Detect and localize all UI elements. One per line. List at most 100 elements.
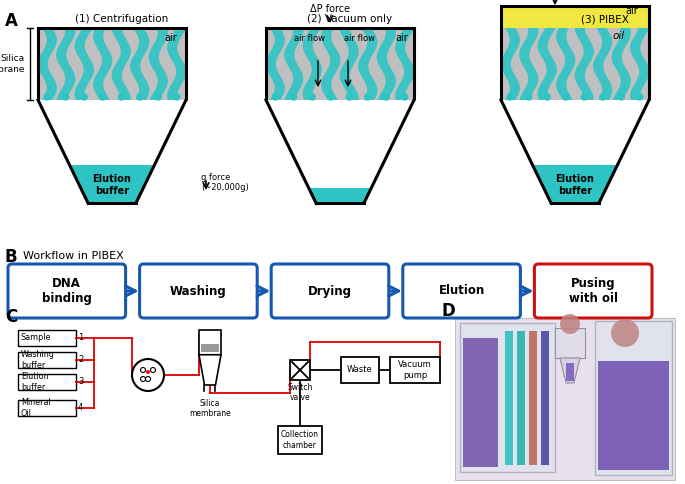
Polygon shape — [519, 28, 538, 100]
Polygon shape — [358, 28, 377, 100]
Bar — [501, 6, 649, 28]
Polygon shape — [501, 100, 649, 203]
Text: Waste: Waste — [347, 365, 373, 375]
Polygon shape — [321, 28, 340, 100]
Circle shape — [582, 94, 587, 100]
Text: Switch
valve: Switch valve — [287, 383, 312, 402]
Polygon shape — [612, 28, 631, 100]
Text: g force
(~20,000g): g force (~20,000g) — [201, 173, 249, 193]
Text: Elution
buffer: Elution buffer — [92, 174, 132, 196]
Polygon shape — [532, 165, 617, 203]
Text: (3) PIBEX: (3) PIBEX — [581, 14, 629, 24]
Circle shape — [364, 94, 371, 100]
Polygon shape — [199, 355, 221, 385]
Text: Washing
buffer: Washing buffer — [21, 350, 55, 370]
Text: Vacuum
pump: Vacuum pump — [398, 360, 432, 380]
FancyBboxPatch shape — [534, 264, 652, 318]
Polygon shape — [112, 28, 131, 100]
Bar — [266, 28, 414, 100]
Polygon shape — [284, 28, 303, 100]
Bar — [517, 331, 525, 465]
Text: 4: 4 — [78, 404, 84, 412]
Circle shape — [132, 359, 164, 391]
Circle shape — [346, 94, 352, 100]
Text: air flow: air flow — [345, 34, 375, 43]
Polygon shape — [538, 28, 557, 100]
Circle shape — [272, 94, 278, 100]
Bar — [290, 360, 310, 380]
Polygon shape — [70, 165, 154, 203]
Polygon shape — [75, 28, 94, 100]
Text: B: B — [5, 248, 18, 266]
Polygon shape — [309, 188, 371, 203]
Bar — [341, 357, 379, 383]
Polygon shape — [395, 28, 414, 100]
Circle shape — [619, 94, 624, 100]
FancyBboxPatch shape — [8, 264, 125, 318]
Circle shape — [327, 94, 334, 100]
Polygon shape — [575, 28, 594, 100]
Circle shape — [146, 370, 150, 374]
Text: 3: 3 — [78, 378, 84, 387]
Circle shape — [137, 94, 142, 100]
Circle shape — [290, 94, 297, 100]
Bar — [18, 352, 76, 368]
Bar — [38, 28, 186, 100]
Bar — [541, 331, 549, 465]
Polygon shape — [303, 28, 322, 100]
Bar — [278, 426, 322, 454]
Text: air: air — [164, 33, 177, 43]
Text: Washing: Washing — [170, 285, 227, 298]
Circle shape — [600, 94, 606, 100]
Circle shape — [560, 314, 580, 334]
Text: air: air — [395, 33, 408, 43]
Bar — [18, 374, 76, 390]
Circle shape — [637, 94, 643, 100]
Bar — [598, 361, 669, 470]
Bar — [595, 321, 672, 475]
Text: DNA
binding: DNA binding — [42, 277, 92, 305]
Bar — [555, 328, 585, 358]
Bar — [501, 28, 649, 100]
Polygon shape — [501, 28, 520, 100]
Polygon shape — [266, 28, 285, 100]
FancyBboxPatch shape — [271, 264, 389, 318]
Text: air: air — [625, 6, 638, 16]
Circle shape — [309, 94, 315, 100]
Bar — [199, 330, 221, 355]
Text: oil: oil — [613, 31, 625, 41]
Text: Collection
chamber: Collection chamber — [281, 430, 319, 450]
Circle shape — [82, 94, 87, 100]
Text: (2) Vacuum only: (2) Vacuum only — [308, 14, 393, 24]
Circle shape — [45, 94, 50, 100]
Bar — [201, 344, 219, 352]
Polygon shape — [593, 28, 612, 100]
Bar — [529, 331, 537, 465]
Text: air flow: air flow — [295, 34, 325, 43]
Text: Silica
membrane: Silica membrane — [0, 54, 25, 74]
Polygon shape — [266, 100, 414, 203]
Bar — [463, 338, 498, 467]
Polygon shape — [38, 100, 186, 203]
Circle shape — [526, 94, 532, 100]
Polygon shape — [560, 358, 580, 383]
Polygon shape — [130, 28, 149, 100]
Circle shape — [545, 94, 550, 100]
Polygon shape — [340, 28, 359, 100]
Polygon shape — [630, 28, 649, 100]
Text: Elution: Elution — [438, 285, 485, 298]
Text: 1: 1 — [78, 333, 84, 343]
Text: Drying: Drying — [308, 285, 352, 298]
Bar — [505, 331, 513, 465]
Text: Sample: Sample — [21, 333, 51, 343]
FancyBboxPatch shape — [140, 264, 257, 318]
Bar — [455, 318, 675, 480]
Text: A: A — [5, 12, 18, 30]
Bar — [18, 400, 76, 416]
Bar — [460, 323, 555, 472]
Polygon shape — [38, 28, 57, 100]
Text: (1) Centrifugation: (1) Centrifugation — [75, 14, 169, 24]
Polygon shape — [56, 28, 75, 100]
Circle shape — [174, 94, 179, 100]
Circle shape — [119, 94, 124, 100]
